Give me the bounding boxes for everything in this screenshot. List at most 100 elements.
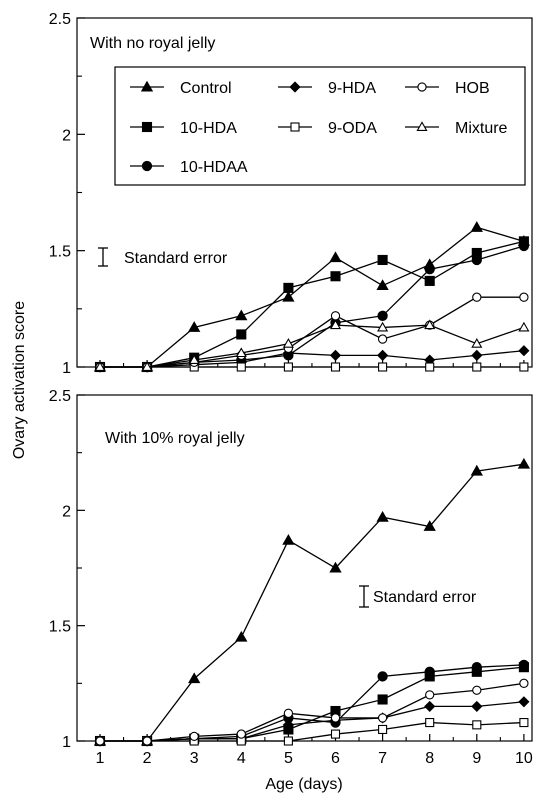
legend-label-10-hda: 10-HDA [180, 120, 237, 137]
top-series-mixture [94, 319, 530, 372]
legend-marker-hob [417, 82, 427, 92]
bottom-x-tick-label: 6 [331, 750, 340, 767]
bottom-point-control [517, 457, 531, 469]
top-line-9-hda [100, 350, 524, 368]
bottom-x-tick-label: 2 [143, 750, 152, 767]
bottom-point-hob [472, 685, 482, 695]
legend-item-9-oda: 9-ODA [278, 120, 377, 137]
top-line-10-hda [100, 240, 525, 368]
top-point-9-oda [472, 362, 482, 372]
top-point-9-hda [471, 349, 483, 361]
bottom-point-9-oda [425, 717, 435, 728]
bottom-point-hob [283, 708, 294, 718]
top-point-mixture [471, 338, 483, 348]
top-y-tick-label: 2.5 [49, 11, 71, 28]
bottom-error-label: Standard error [373, 589, 477, 606]
bottom-point-9-oda [330, 729, 341, 739]
bottom-x-tick-label: 3 [190, 750, 199, 767]
bottom-y-tick-label: 2.5 [49, 388, 71, 405]
bottom-line-hob [100, 682, 524, 742]
bottom-point-10-hdaa [518, 659, 530, 671]
legend-marker-10-hdaa [141, 160, 153, 172]
bottom-point-hob [519, 678, 529, 688]
top-point-10-hdaa [471, 254, 482, 266]
top-error-label: Standard error [124, 250, 228, 267]
legend-item-10-hdaa: 10-HDAA [130, 159, 248, 176]
bottom-point-hob [425, 690, 435, 700]
bottom-line-9-oda [100, 721, 524, 742]
legend-items: Control 9-HDA HOB 10-HDA 9-ODA Mixture 10-HDAA [130, 80, 508, 176]
top-point-10-hda [377, 254, 388, 266]
top-series-control [93, 221, 531, 372]
top-point-10-hdaa [518, 240, 530, 252]
legend-marker-10-hda [141, 121, 153, 133]
bottom-x-tick-label: 10 [515, 750, 533, 767]
bottom-line-control [100, 463, 524, 742]
bottom-line-9-hda [100, 701, 524, 742]
top-point-control [470, 221, 483, 232]
bottom-point-9-hda [471, 700, 483, 712]
bottom-point-hob [189, 731, 199, 742]
legend-item-control: Control [130, 80, 232, 97]
legend-marker-9-hda [289, 81, 301, 93]
top-point-control [282, 290, 295, 302]
top-point-mixture [377, 321, 389, 332]
bottom-point-control [470, 464, 483, 476]
legend-marker-mixture [416, 121, 428, 131]
x-axis-title: Age (days) [265, 776, 342, 793]
bottom-point-10-hdaa [377, 671, 388, 682]
bottom-series-hob [95, 678, 529, 746]
top-point-mixture [141, 361, 153, 372]
bottom-y-tick-label: 1.5 [49, 619, 71, 636]
bottom-x-tick-label: 1 [96, 750, 105, 767]
top-point-10-hda [236, 329, 247, 340]
y-axis-title: Ovary activation score [11, 301, 28, 459]
legend-item-mixture: Mixture [405, 120, 508, 137]
top-point-9-oda [236, 362, 246, 372]
top-point-9-hda [518, 345, 530, 357]
top-point-9-oda [378, 362, 388, 372]
top-point-control [188, 321, 201, 332]
bottom-point-hob [330, 713, 341, 723]
top-point-mixture [282, 338, 294, 348]
top-point-9-oda [519, 362, 529, 372]
top-point-hob [519, 292, 529, 302]
bottom-line-10-hda [100, 666, 524, 742]
legend-label-9-hda: 9-HDA [328, 80, 376, 97]
top-point-hob [330, 311, 341, 321]
top-point-hob [377, 334, 388, 344]
top-point-mixture [518, 321, 530, 332]
top-point-mixture [94, 361, 106, 372]
top-series-9-hda [94, 345, 530, 373]
bottom-series-control [93, 457, 531, 746]
legend-label-control: Control [180, 80, 232, 97]
top-point-10-hdaa [424, 264, 435, 275]
legend-marker-control [140, 80, 154, 92]
legend-label-hob: HOB [455, 80, 490, 97]
bottom-x-tick-label: 7 [378, 750, 387, 767]
bottom-point-9-oda [283, 736, 293, 746]
top-error-bar-icon [98, 247, 108, 267]
bottom-point-control [329, 561, 342, 573]
top-point-mixture [424, 319, 436, 330]
bottom-panel-series [93, 457, 531, 747]
top-y-tick-label: 1 [62, 360, 71, 377]
legend-label-9-oda: 9-ODA [328, 120, 377, 137]
bottom-panel-axes: 1 1.5 2 2.5 1 2 3 4 5 6 7 8 9 10 [49, 388, 533, 767]
bottom-x-tick-label: 4 [237, 750, 246, 767]
bottom-x-tick-label: 5 [284, 750, 293, 767]
top-line-mixture [100, 324, 525, 368]
top-line-hob [100, 296, 524, 368]
bottom-line-10-hdaa [100, 664, 524, 742]
bottom-point-control [235, 630, 248, 642]
bottom-point-hob [377, 713, 388, 723]
top-point-control [376, 279, 389, 291]
top-point-mixture [188, 354, 200, 365]
top-point-9-hda [329, 349, 342, 361]
top-point-9-hda [377, 349, 389, 361]
bottom-point-control [188, 672, 201, 684]
top-panel-series [93, 221, 531, 373]
legend-item-9-hda: 9-HDA [278, 80, 376, 97]
bottom-point-9-oda [519, 717, 529, 728]
